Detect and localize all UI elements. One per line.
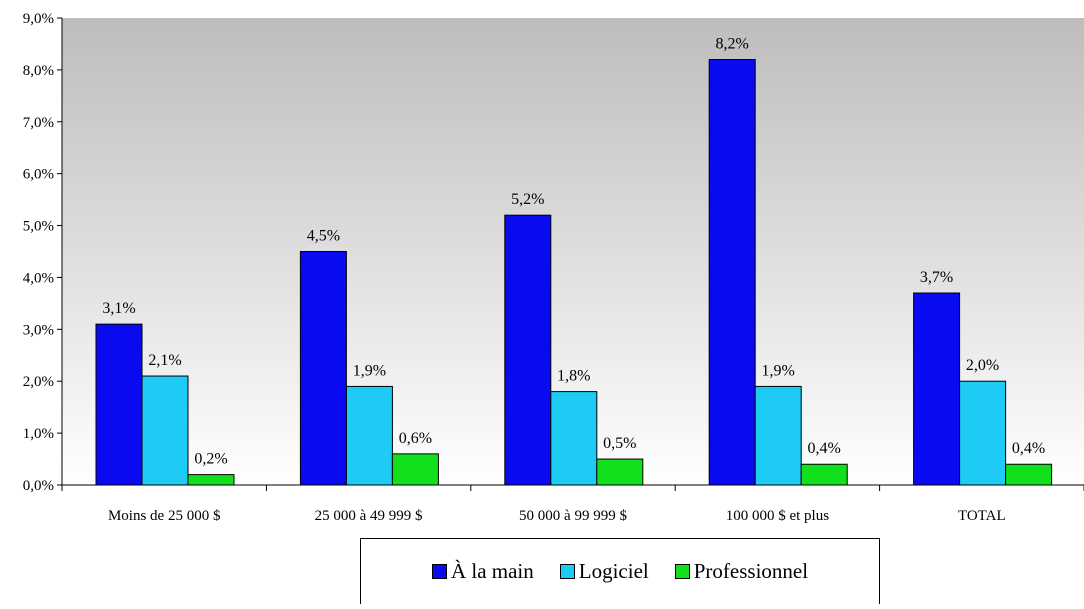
y-tick-label: 3,0% [23, 322, 54, 338]
x-category-label: 50 000 à 99 999 $ [519, 508, 627, 524]
y-tick-label: 2,0% [23, 374, 54, 390]
y-tick-label: 7,0% [23, 115, 54, 131]
y-tick-label: 8,0% [23, 63, 54, 79]
legend-swatch-a-la-main [431, 564, 447, 579]
bar [754, 385, 802, 486]
bar [299, 251, 347, 486]
legend-item-professionnel: Professionnel [674, 559, 809, 584]
y-tick-label: 5,0% [23, 219, 54, 235]
bar [187, 474, 235, 486]
legend: À la main Logiciel Professionnel [360, 538, 880, 604]
data-label: 1,9% [353, 362, 386, 379]
legend-item-logiciel: Logiciel [559, 559, 649, 584]
data-label: 3,1% [102, 300, 135, 317]
bar [1005, 463, 1053, 486]
x-category-label: 100 000 $ et plus [726, 508, 829, 524]
data-label: 2,1% [148, 352, 181, 369]
data-label: 5,2% [511, 191, 544, 208]
x-category-label: Moins de 25 000 $ [108, 508, 221, 524]
data-label: 0,5% [603, 435, 636, 452]
legend-label: Logiciel [578, 559, 649, 583]
data-label: 1,9% [762, 362, 795, 379]
bar [345, 385, 393, 486]
data-label: 4,5% [307, 228, 340, 245]
y-tick-label: 0,0% [23, 478, 54, 494]
bar [95, 323, 143, 486]
bar [800, 463, 848, 486]
data-label: 8,2% [716, 36, 749, 53]
y-tick-label: 1,0% [23, 426, 54, 442]
y-tick-label: 4,0% [23, 270, 54, 286]
bar [959, 380, 1007, 486]
legend-label: À la main [450, 559, 534, 583]
data-label: 0,6% [399, 430, 432, 447]
data-label: 0,2% [194, 451, 227, 468]
legend-swatch-professionnel [674, 564, 690, 579]
bar [141, 375, 189, 486]
legend-item-a-la-main: À la main [431, 559, 534, 584]
x-category-label: TOTAL [958, 508, 1006, 524]
data-label: 3,7% [920, 269, 953, 286]
bar [504, 214, 552, 486]
data-label: 2,0% [966, 357, 999, 374]
y-axis: 0,0% 1,0% 2,0% 3,0% 4,0% 5,0% 6,0% 7,0% 8,0% 9,0% [23, 11, 63, 494]
y-tick-label: 6,0% [23, 167, 54, 183]
bar [550, 391, 598, 486]
bars [95, 59, 1053, 486]
data-label: 0,4% [808, 440, 841, 457]
bar [708, 59, 756, 486]
data-label: 0,4% [1012, 440, 1045, 457]
legend-label: Professionnel [693, 559, 809, 583]
data-label: 1,8% [557, 368, 590, 385]
bar [596, 458, 644, 486]
x-axis: Moins de 25 000 $ 25 000 à 49 999 $ 50 000… [61, 484, 1084, 524]
bar [391, 453, 439, 486]
bar [913, 292, 961, 486]
legend-swatch-logiciel [559, 564, 575, 579]
x-category-label: 25 000 à 49 999 $ [315, 508, 423, 524]
y-tick-label: 9,0% [23, 11, 54, 27]
data-labels: 3,1% 4,5% 5,2% 8,2% 3,7% 2,1% 1,9% 1,8% 1,9% 2,0%… [102, 36, 1045, 468]
